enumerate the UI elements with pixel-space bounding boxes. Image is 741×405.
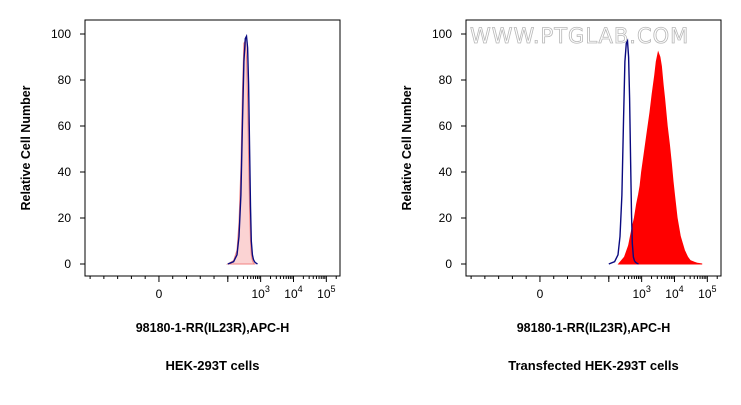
x-tick-label-right-1000: 103 bbox=[632, 284, 650, 301]
x-tick-label-left-0: 0 bbox=[156, 287, 163, 301]
panel-caption-right: Transfected HEK-293T cells bbox=[508, 358, 679, 373]
y-axis-title-left: Relative Cell Number bbox=[19, 85, 33, 210]
y-tick-label-left-80: 80 bbox=[58, 73, 72, 87]
x-axis-title-right: 98180-1-RR(IL23R),APC-H bbox=[517, 321, 671, 335]
plot-frame-left bbox=[84, 19, 341, 277]
y-tick-label-right-0: 0 bbox=[445, 257, 452, 271]
y-tick-label-right-80: 80 bbox=[439, 73, 453, 87]
x-tick-label-left-100000: 105 bbox=[317, 284, 335, 301]
y-tick-label-right-60: 60 bbox=[439, 119, 453, 133]
y-tick-label-left-0: 0 bbox=[64, 257, 71, 271]
y-tick-label-left-20: 20 bbox=[58, 211, 72, 225]
y-tick-label-right-40: 40 bbox=[439, 165, 453, 179]
y-tick-label-right-20: 20 bbox=[439, 211, 453, 225]
x-tick-label-right-0: 0 bbox=[537, 287, 544, 301]
panel-caption-left: HEK-293T cells bbox=[166, 358, 260, 373]
x-tick-label-right-10000: 104 bbox=[665, 284, 683, 301]
y-tick-label-right-100: 100 bbox=[432, 27, 452, 41]
x-tick-label-left-10000: 104 bbox=[284, 284, 302, 301]
histogram-panel-right: 0 20 40 60 80 100 Relative Cell Number 0 103 104 1… bbox=[400, 19, 722, 373]
y-tick-label-left-60: 60 bbox=[58, 119, 72, 133]
series-sample-area-left bbox=[225, 39, 256, 265]
series-control-line-right bbox=[608, 38, 639, 265]
x-tick-label-right-100000: 105 bbox=[698, 284, 716, 301]
histogram-panel-left: 0 20 40 60 80 100 Relative Cell Number 0 103 104 1… bbox=[19, 19, 341, 373]
series-control-line-left bbox=[227, 33, 258, 265]
y-tick-label-left-40: 40 bbox=[58, 165, 72, 179]
watermark: WWW.PTGLAB.COM bbox=[470, 24, 689, 48]
x-axis-title-left: 98180-1-RR(IL23R),APC-H bbox=[136, 321, 290, 335]
x-tick-label-left-1000: 103 bbox=[251, 284, 269, 301]
plot-frame-right bbox=[465, 19, 722, 277]
y-tick-label-left-100: 100 bbox=[51, 27, 71, 41]
y-axis-title-right: Relative Cell Number bbox=[400, 85, 414, 210]
series-sample-area-right bbox=[617, 50, 703, 265]
